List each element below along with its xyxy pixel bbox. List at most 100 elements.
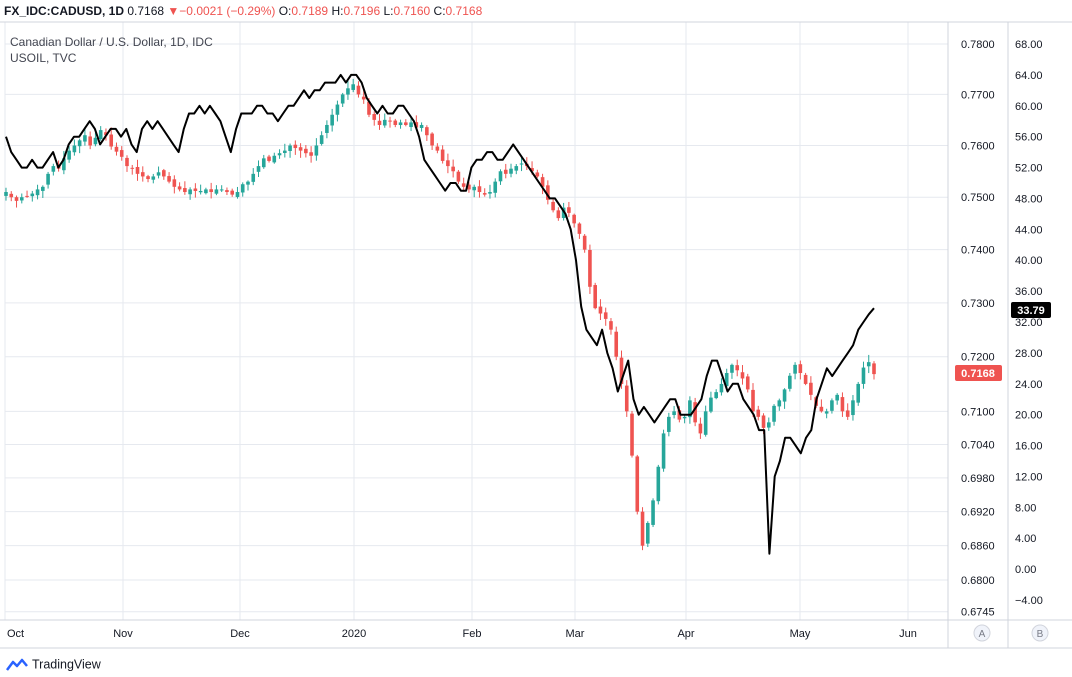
- left-axis-tick: 0.7200: [961, 352, 995, 364]
- scale-button[interactable]: A: [979, 629, 986, 640]
- time-axis-tick: 2020: [342, 628, 366, 640]
- candle-body: [530, 168, 534, 172]
- candlestick-series: [4, 78, 876, 551]
- candle-body: [83, 135, 87, 142]
- left-axis-tick: 0.6920: [961, 507, 995, 519]
- time-axis-tick: Jun: [899, 628, 917, 640]
- candle-body: [656, 466, 661, 502]
- tradingview-logo-icon: [6, 658, 28, 671]
- candle-body: [319, 135, 324, 144]
- candle-body: [546, 185, 550, 200]
- candle-body: [824, 411, 829, 414]
- candle-body: [703, 411, 708, 435]
- candle-body: [461, 183, 466, 187]
- open-label: O:: [278, 4, 292, 18]
- candle-body: [593, 285, 597, 309]
- candle-body: [9, 193, 14, 198]
- candle-body: [198, 190, 203, 193]
- high-value: 0.7196: [343, 4, 381, 18]
- usoil-price-tag: 33.79: [1017, 305, 1045, 317]
- scale-button-bg[interactable]: [1031, 624, 1049, 642]
- candle-body: [630, 413, 634, 456]
- candle-body: [351, 84, 355, 90]
- candle-body: [135, 166, 140, 174]
- right-axis-tick: 40.00: [1015, 255, 1043, 267]
- right-axis-tick: 20.00: [1015, 410, 1043, 422]
- candle-body: [598, 306, 603, 314]
- right-axis-tick: 16.00: [1015, 441, 1043, 453]
- candle-body: [651, 500, 655, 525]
- candle-body: [782, 389, 787, 402]
- candle-body: [272, 155, 277, 163]
- candle-body: [677, 410, 682, 420]
- candle-body: [277, 153, 282, 156]
- candle-body: [404, 122, 408, 125]
- left-axis-tick: 0.7040: [961, 439, 995, 451]
- candle-body: [4, 192, 8, 196]
- candle-body: [235, 192, 240, 197]
- candle-body: [93, 137, 98, 145]
- candle-body: [472, 186, 476, 191]
- candle-body: [172, 179, 177, 187]
- candle-body: [298, 147, 303, 151]
- candle-body: [756, 409, 761, 417]
- chart-grid: [4, 22, 948, 620]
- right-axis-tick: 12.00: [1015, 471, 1043, 483]
- candle-body: [798, 364, 803, 374]
- candle-body: [340, 94, 345, 104]
- left-axis-tick: 0.6745: [961, 607, 995, 619]
- time-axis-tick: May: [790, 628, 811, 640]
- scale-button-bg[interactable]: [973, 624, 991, 642]
- scale-button[interactable]: B: [1037, 629, 1044, 640]
- candle-body: [540, 177, 545, 187]
- candle-body: [624, 385, 629, 412]
- candle-body: [519, 163, 524, 165]
- candle-body: [72, 145, 77, 153]
- candle-body: [140, 172, 145, 177]
- candle-body: [603, 312, 608, 319]
- candle-body: [325, 124, 329, 133]
- candle-body: [861, 367, 866, 384]
- right-price-axis[interactable]: 68.00 64.00 60.00 56.00 52.00 48.00 44.00 40.00…: [1015, 39, 1043, 607]
- candle-body: [246, 181, 250, 185]
- candle-body: [809, 382, 813, 395]
- candle-body: [414, 122, 419, 128]
- time-axis[interactable]: Oct Nov Dec 2020 Feb Mar Apr May Jun A B: [7, 624, 1049, 642]
- candle-body: [151, 176, 156, 180]
- candle-body: [488, 192, 492, 194]
- candle-body: [130, 167, 135, 169]
- candle-body: [440, 149, 445, 161]
- candle-body: [477, 186, 482, 193]
- candle-body: [335, 104, 340, 115]
- usoil-overlay-line: [5, 73, 875, 555]
- candle-body: [98, 130, 103, 140]
- candle-body: [435, 146, 440, 151]
- candle-body: [577, 223, 582, 234]
- candle-body: [77, 140, 82, 147]
- candle-body: [209, 189, 213, 193]
- tradingview-logo[interactable]: TradingView: [6, 655, 101, 673]
- candle-body: [724, 373, 729, 387]
- candle-body: [30, 193, 35, 197]
- candle-body: [688, 400, 692, 418]
- candle-body: [582, 235, 587, 250]
- candle-body: [777, 400, 782, 407]
- left-price-axis[interactable]: 0.7800 0.7700 0.7600 0.7500 0.7400 0.7300 0.72…: [961, 39, 995, 619]
- right-axis-tick: 24.00: [1015, 379, 1043, 391]
- price-chart[interactable]: Canadian Dollar / U.S. Dollar, 1D, IDC U…: [0, 0, 1072, 652]
- candle-body: [451, 166, 455, 172]
- candle-body: [751, 389, 755, 412]
- candle-body: [372, 114, 377, 120]
- time-axis-tick: Oct: [7, 628, 24, 640]
- candle-body: [793, 364, 797, 374]
- price-change: −0.0021 (−0.29%): [179, 4, 276, 18]
- symbol-label: FX_IDC:CADUSD, 1D: [4, 4, 125, 18]
- candle-body: [51, 166, 56, 172]
- candle-body: [19, 197, 24, 201]
- left-axis-tick: 0.7100: [961, 406, 995, 418]
- chart-frame: [0, 21, 1072, 649]
- legend-main-series: Canadian Dollar / U.S. Dollar, 1D, IDC: [10, 35, 213, 49]
- candle-body: [856, 383, 861, 403]
- candle-body: [214, 189, 219, 194]
- right-axis-tick: 44.00: [1015, 224, 1043, 236]
